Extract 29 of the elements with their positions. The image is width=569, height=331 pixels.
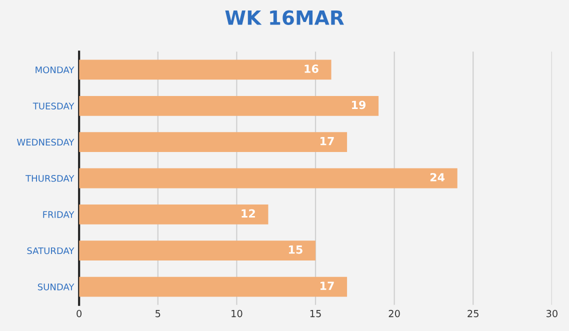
bar [79,168,458,188]
data-label: 15 [288,246,302,254]
x-tick-label: 30 [546,310,558,318]
x-tick-label: 15 [310,310,321,318]
bar [79,60,332,80]
data-label: 19 [352,100,366,110]
data-label: 17 [320,282,334,290]
bar [79,132,348,152]
y-tick-label: SUNDAY [38,283,74,290]
chart-title: WK 16MAR [225,10,344,25]
x-tick-label: 0 [76,310,82,318]
y-tick-label: TUESDAY [32,102,74,110]
x-tick-label: 5 [156,310,160,318]
x-tick-label: 20 [388,310,400,318]
y-tick-label: SATURDAY [27,247,74,254]
y-tick-label: WEDNESDAY [16,138,74,146]
y-tick-label: THURSDAY [26,174,74,182]
data-label: 24 [430,173,445,182]
x-tick-label: 25 [468,310,478,318]
bar [79,96,379,116]
data-label: 12 [242,209,255,218]
bar [79,204,268,224]
data-label: 16 [304,64,318,73]
bar [79,240,316,261]
data-label: 17 [320,137,334,146]
y-tick-label: FRIDAY [43,211,74,218]
y-tick-label: MONDAY [36,66,74,74]
x-tick-label: 10 [232,310,242,318]
bar [79,276,348,297]
